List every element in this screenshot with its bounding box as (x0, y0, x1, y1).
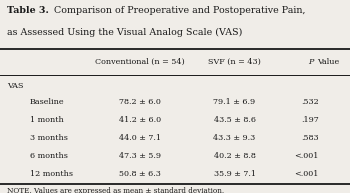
Text: 6 months: 6 months (30, 152, 68, 160)
Text: 40.2 ± 8.8: 40.2 ± 8.8 (214, 152, 256, 160)
Text: VAS: VAS (7, 82, 23, 90)
Text: 78.2 ± 6.0: 78.2 ± 6.0 (119, 98, 161, 106)
Text: Comparison of Preoperative and Postoperative Pain,: Comparison of Preoperative and Postopera… (54, 6, 306, 15)
Text: 47.3 ± 5.9: 47.3 ± 5.9 (119, 152, 161, 160)
Text: <.001: <.001 (294, 152, 318, 160)
Text: Conventional (n = 54): Conventional (n = 54) (95, 58, 185, 66)
Text: 79.1 ± 6.9: 79.1 ± 6.9 (214, 98, 256, 106)
Text: 3 months: 3 months (30, 134, 68, 142)
Text: 1 month: 1 month (30, 116, 63, 124)
Text: Baseline: Baseline (30, 98, 64, 106)
Text: 35.9 ± 7.1: 35.9 ± 7.1 (214, 170, 256, 178)
Text: <.001: <.001 (294, 170, 318, 178)
Text: Value: Value (317, 58, 339, 66)
Text: as Assessed Using the Visual Analog Scale (VAS): as Assessed Using the Visual Analog Scal… (7, 28, 242, 37)
Text: 12 months: 12 months (30, 170, 73, 178)
Text: 43.3 ± 9.3: 43.3 ± 9.3 (214, 134, 256, 142)
Text: .532: .532 (301, 98, 318, 106)
Text: 43.5 ± 8.6: 43.5 ± 8.6 (214, 116, 256, 124)
Text: .197: .197 (301, 116, 318, 124)
Text: 41.2 ± 6.0: 41.2 ± 6.0 (119, 116, 161, 124)
Text: Table 3.: Table 3. (7, 6, 49, 15)
Text: SVF (n = 43): SVF (n = 43) (208, 58, 261, 66)
Text: 44.0 ± 7.1: 44.0 ± 7.1 (119, 134, 161, 142)
Text: 50.8 ± 6.3: 50.8 ± 6.3 (119, 170, 161, 178)
Text: NOTE. Values are expressed as mean ± standard deviation.: NOTE. Values are expressed as mean ± sta… (7, 187, 224, 193)
Text: P: P (308, 58, 313, 66)
Text: .583: .583 (301, 134, 318, 142)
